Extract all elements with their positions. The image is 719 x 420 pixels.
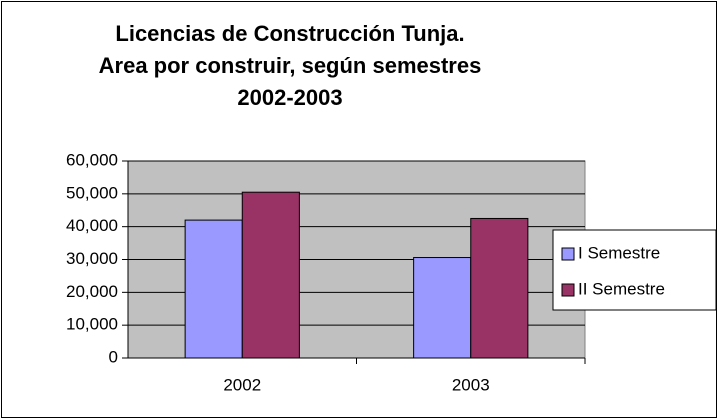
x-tick-label: 2003 [452, 375, 490, 394]
legend-swatch [561, 247, 575, 261]
chart-title: 2002-2003 [237, 85, 342, 110]
x-tick-label: 2002 [223, 375, 261, 394]
legend-swatch [561, 283, 575, 297]
chart-title: Licencias de Construcción Tunja. [115, 21, 464, 46]
y-tick-label: 40,000 [66, 216, 118, 235]
bar [184, 219, 243, 359]
y-tick-label: 60,000 [66, 150, 118, 169]
y-tick-label: 0 [109, 347, 118, 366]
legend-box [552, 229, 717, 311]
chart-title: Area por construir, según semestres [99, 53, 482, 78]
legend-label: II Semestre [578, 279, 665, 298]
bar [413, 257, 472, 359]
y-tick-label: 50,000 [66, 183, 118, 202]
y-tick-label: 10,000 [66, 315, 118, 334]
y-tick-label: 20,000 [66, 282, 118, 301]
bar [470, 217, 529, 359]
y-tick-label: 30,000 [66, 249, 118, 268]
legend-label: I Semestre [578, 243, 660, 262]
bar [241, 191, 300, 359]
